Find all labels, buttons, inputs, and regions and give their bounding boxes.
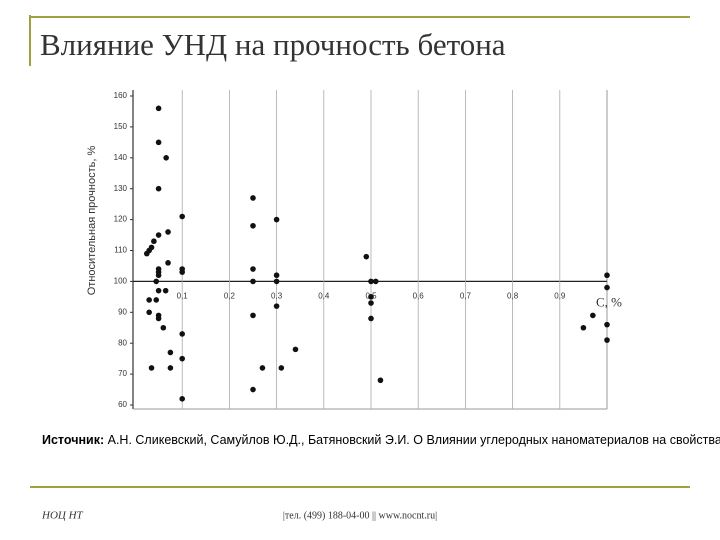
data-point [155,287,162,294]
data-point [155,315,162,322]
data-point [273,272,280,279]
data-point [250,222,256,229]
source-label: Источник: [42,433,104,447]
y-tick-label: 100 [114,277,128,286]
x-tick-label: 0,7 [460,292,472,301]
data-point [278,365,285,371]
data-point [146,309,152,316]
source-text: А.Н. Сликевский, Самуйлов Ю.Д., Батяновс… [108,433,720,447]
data-point [155,232,162,238]
data-point [273,303,280,309]
data-point [165,229,171,235]
y-tick-label: 70 [118,369,127,378]
data-point [179,269,185,275]
data-point [148,365,155,371]
x-tick-label: 0,3 [271,292,283,301]
x-tick-label: 0,4 [318,292,330,301]
data-point [163,155,169,161]
x-tick-label: 0,8 [507,292,519,301]
data-point [155,185,162,192]
data-point [165,260,171,266]
y-tick-label: 90 [118,307,127,316]
x-axis-label: С, % [596,294,622,309]
footer-left: НОЦ НТ [41,510,84,522]
data-point [250,386,256,393]
x-tick-label: 0,9 [554,292,566,301]
data-point [179,355,185,362]
data-point [155,272,162,279]
footer-center: |тел. (499) 188-04-00 || www.nocnt.ru| [283,510,437,521]
data-point [368,300,374,306]
data-point [368,278,374,285]
data-point [146,297,152,303]
y-tick-label: 150 [114,122,128,131]
y-tick-label: 130 [114,184,128,193]
x-tick-label: 0,6 [413,292,425,301]
data-point [153,278,160,285]
data-point [167,349,174,356]
data-point [368,315,374,322]
data-point [250,266,256,272]
data-point [363,253,370,260]
data-point [377,377,384,384]
data-point [151,238,157,245]
x-tick-label: 0,1 [177,292,189,301]
data-point [292,346,299,353]
data-point [167,365,174,371]
data-point [250,278,256,285]
data-point [162,287,169,294]
data-point [160,324,167,331]
data-point [273,278,280,285]
data-point [604,284,610,291]
data-point [259,365,266,371]
y-axis-label: Относительная прочность, % [86,146,98,296]
data-point [273,216,280,223]
data-point [153,297,160,303]
data-point [604,337,610,343]
source: Источник: А.Н. Сликевский, Самуйлов Ю.Д.… [42,433,720,447]
data-point [250,195,256,201]
data-point [604,272,610,279]
slide-title: Влияние УНД на прочность бетона [40,27,506,62]
data-point [590,312,596,319]
data-point [604,321,610,328]
x-tick-label: 0,2 [224,292,236,301]
data-point [580,324,587,331]
y-tick-label: 140 [114,153,128,162]
data-point [144,250,150,257]
y-tick-label: 160 [114,91,128,100]
y-tick-label: 120 [114,215,128,224]
y-tick-label: 60 [118,400,127,409]
data-point [179,213,185,220]
y-tick-label: 110 [114,246,127,255]
data-point [155,105,162,112]
data-point [368,294,374,300]
data-point [372,278,379,285]
plot: 60 70 80 90 100 110 120 130 140 150 160 0,1 0,2 0,3 0,… [86,90,622,410]
data-point [179,396,185,402]
y-tick-label: 80 [118,338,127,347]
data-point [155,139,162,146]
data-point [179,331,185,337]
data-point [250,312,256,319]
